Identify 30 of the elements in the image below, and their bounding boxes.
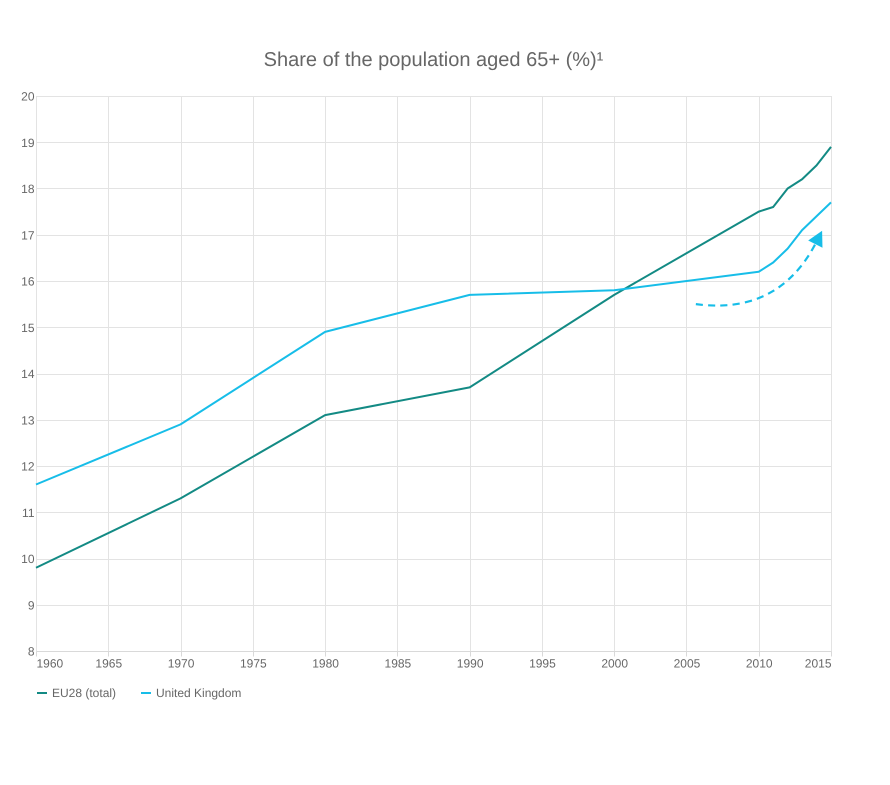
- x-tick-label: 1975: [240, 656, 267, 670]
- x-tick-label: 2015: [804, 656, 832, 670]
- x-tick-label: 2005: [674, 656, 701, 670]
- y-tick-label: 15: [21, 320, 35, 335]
- y-tick-label: 18: [21, 182, 35, 196]
- x-tick-label: 1970: [168, 656, 195, 670]
- x-tick-label: 1990: [456, 656, 484, 670]
- y-tick-label: 16: [21, 274, 35, 288]
- x-tick-label: 1980: [312, 656, 340, 670]
- x-tick-label: 1995: [529, 656, 556, 670]
- line-series: [35, 201, 832, 486]
- line-series: [35, 146, 832, 569]
- x-tick-label: 1960: [36, 656, 64, 670]
- y-tick-label: 13: [21, 413, 35, 428]
- y-tick-label: 17: [21, 228, 35, 242]
- y-tick-label: 8: [28, 644, 35, 658]
- legend-label: United Kingdom: [156, 686, 242, 700]
- y-tick-label: 14: [21, 367, 35, 381]
- y-tick-label: 20: [21, 90, 35, 104]
- y-tick-label: 10: [21, 552, 35, 566]
- legend-label: EU28 (total): [52, 686, 116, 700]
- chart-title: Share of the population aged 65+ (%)¹: [264, 49, 604, 71]
- x-tick-label: 1985: [384, 656, 412, 670]
- y-tick-label: 11: [22, 506, 35, 520]
- y-tick-label: 9: [28, 598, 35, 612]
- x-tick-label: 1965: [95, 656, 122, 670]
- y-tick-label: 12: [21, 460, 35, 474]
- y-tick-label: 19: [21, 136, 35, 150]
- x-tick-label: 2000: [601, 656, 628, 670]
- x-tick-label: 2010: [746, 656, 773, 670]
